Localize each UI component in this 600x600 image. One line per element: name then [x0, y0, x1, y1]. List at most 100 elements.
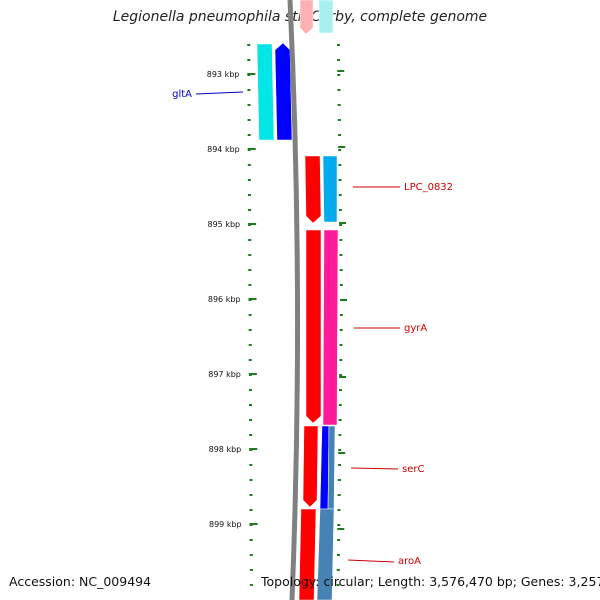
minor-tick-right: [337, 59, 341, 61]
minor-tick-left: [247, 104, 251, 106]
minor-tick-right: [339, 329, 343, 331]
major-tick-right: [338, 146, 346, 148]
minor-tick-right: [339, 374, 343, 376]
minor-tick-left: [249, 464, 253, 466]
minor-tick-left: [247, 194, 251, 196]
minor-tick-right: [337, 539, 341, 541]
minor-tick-left: [249, 509, 253, 511]
gene-label: LPC_0832: [404, 182, 453, 193]
minor-tick-right: [337, 494, 341, 496]
minor-tick-right: [337, 74, 341, 76]
accession-text: Accession: NC_009494: [9, 574, 152, 589]
minor-tick-right: [338, 179, 342, 181]
genome-info-text: Topology: circular; Length: 3,576,470 bp…: [261, 574, 600, 589]
minor-tick-left: [249, 479, 253, 481]
gltA-track: [256, 43, 275, 141]
minor-tick-right: [338, 164, 342, 166]
minor-tick-right: [336, 44, 340, 46]
gltA-cds: [274, 42, 293, 141]
tick-label: 894 kbp: [207, 145, 240, 154]
minor-tick-right: [339, 254, 343, 256]
tick-label: 896 kbp: [208, 295, 241, 304]
minor-tick-right: [339, 239, 343, 241]
minor-tick-right: [336, 584, 340, 586]
major-tick-left: [248, 223, 257, 225]
minor-tick-left: [248, 269, 252, 271]
minor-tick-right: [338, 419, 342, 421]
minor-tick-right: [338, 149, 342, 151]
minor-tick-left: [247, 164, 251, 166]
minor-tick-right: [336, 554, 340, 556]
minor-tick-left: [249, 494, 253, 496]
serC-cds: [302, 425, 319, 508]
minor-tick-right: [339, 284, 343, 286]
minor-tick-right: [338, 404, 342, 406]
minor-tick-right: [337, 479, 341, 481]
LPC_0832-track: [322, 155, 338, 223]
tick-label: 898 kbp: [209, 445, 242, 454]
aroA-cds: [298, 508, 317, 600]
minor-tick-right: [338, 209, 342, 211]
minor-tick-left: [247, 134, 251, 136]
minor-tick-right: [337, 119, 341, 121]
gene-label: gltA: [172, 89, 192, 100]
minor-tick-left: [248, 329, 252, 331]
minor-tick-right: [338, 134, 342, 136]
tick-label: 897 kbp: [208, 370, 241, 379]
gene-label-line: [350, 467, 399, 470]
minor-tick-left: [249, 569, 253, 571]
minor-tick-left: [248, 254, 252, 256]
minor-tick-left: [247, 89, 251, 91]
minor-tick-right: [338, 194, 342, 196]
minor-tick-right: [339, 224, 343, 226]
minor-tick-right: [339, 269, 343, 271]
minor-tick-right: [338, 449, 342, 451]
minor-tick-left: [248, 314, 252, 316]
gyrA-cds: [305, 229, 322, 424]
minor-tick-right: [337, 89, 341, 91]
major-tick-right: [339, 376, 347, 378]
minor-tick-left: [247, 59, 251, 61]
gene-label: aroA: [398, 556, 421, 567]
aroA-track: [316, 508, 335, 600]
major-tick-right: [339, 299, 347, 301]
major-tick-left: [249, 448, 258, 450]
serC-reverse: [319, 425, 330, 510]
minor-tick-right: [338, 434, 342, 436]
minor-tick-left: [249, 584, 253, 586]
major-tick-left: [247, 148, 256, 150]
minor-tick-left: [248, 209, 252, 211]
backbone-arc: [287, 0, 301, 600]
minor-tick-left: [247, 179, 251, 181]
minor-tick-left: [249, 434, 253, 436]
minor-tick-right: [338, 464, 342, 466]
gyrA-track: [322, 229, 339, 426]
minor-tick-left: [248, 344, 252, 346]
feature-tracks: [256, 0, 339, 600]
minor-tick-left: [248, 389, 252, 391]
gene-label-line: [347, 559, 395, 563]
minor-tick-right: [338, 389, 342, 391]
minor-tick-right: [337, 509, 341, 511]
major-tick-right: [338, 452, 346, 454]
major-tick-left: [248, 373, 257, 375]
forward-cds-top: [299, 0, 314, 35]
minor-tick-left: [249, 554, 253, 556]
tick-marks: [247, 44, 347, 586]
rna-top: [318, 0, 334, 34]
major-tick-left: [248, 298, 257, 300]
minor-tick-left: [248, 284, 252, 286]
major-tick-left: [247, 73, 256, 75]
gene-label: serC: [402, 464, 424, 475]
tick-label: 895 kbp: [208, 220, 241, 229]
axis-ticks: 893 kbp 894 kbp 895 kbp 896 kbp 897 kbp 898 k…: [207, 70, 258, 529]
minor-tick-left: [249, 404, 253, 406]
minor-tick-left: [248, 239, 252, 241]
minor-tick-left: [248, 359, 252, 361]
minor-tick-right: [336, 569, 340, 571]
minor-tick-right: [339, 344, 343, 346]
minor-tick-right: [339, 314, 343, 316]
major-tick-right: [337, 70, 345, 72]
minor-tick-right: [337, 524, 341, 526]
